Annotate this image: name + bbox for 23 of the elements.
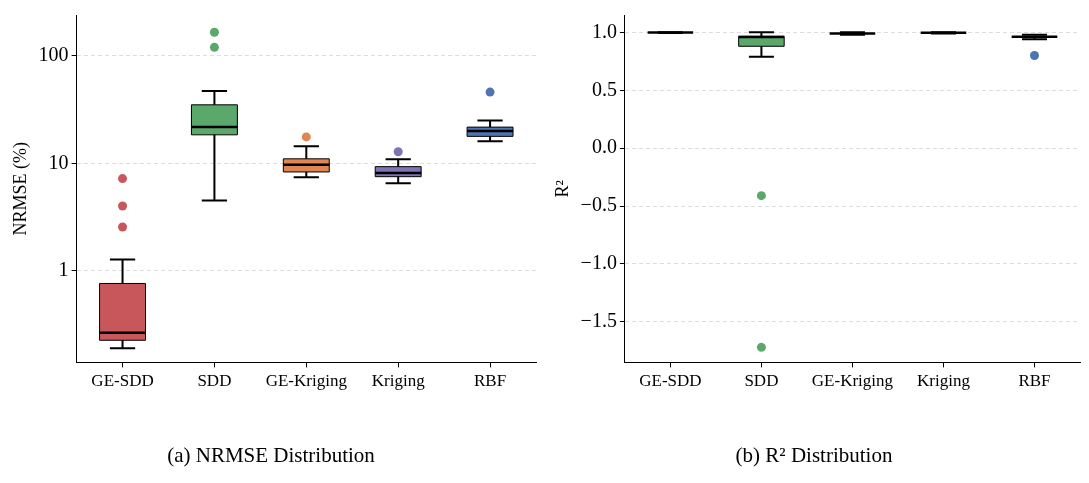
x-tick-label: GE-SDD xyxy=(639,371,702,391)
text: (b) R² Distribution xyxy=(735,442,893,467)
x-tick-label: GE-SDD xyxy=(91,371,154,391)
x-tick-label: SDD xyxy=(744,371,779,391)
x-tick-label: GE-Kriging xyxy=(265,371,348,391)
x-tick-label: RBF xyxy=(1018,371,1051,391)
x-tick-label: Kriging xyxy=(371,371,426,391)
text: (a) NRMSE Distribution xyxy=(167,442,376,467)
y-tick-label: 0.5 xyxy=(591,77,617,100)
x-tick-label: GE-Kriging xyxy=(811,371,894,391)
y-tick-label: −1.5 xyxy=(580,309,617,332)
y-tick-label: 1.0 xyxy=(591,19,617,42)
x-tick-label: SDD xyxy=(197,371,232,391)
y-axis-title: R² xyxy=(551,180,572,198)
y-tick-label: 1 xyxy=(58,257,69,280)
y-tick-label: 100 xyxy=(38,43,69,66)
y-tick-label: −1.0 xyxy=(580,251,617,274)
y-tick-label: 10 xyxy=(48,150,69,173)
x-tick-label: Kriging xyxy=(917,371,971,391)
y-tick-label: −0.5 xyxy=(580,193,617,216)
y-tick-label: 0.0 xyxy=(591,135,617,158)
y-axis-title: NRMSE (%) xyxy=(9,141,31,236)
x-tick-label: RBF xyxy=(473,371,507,391)
